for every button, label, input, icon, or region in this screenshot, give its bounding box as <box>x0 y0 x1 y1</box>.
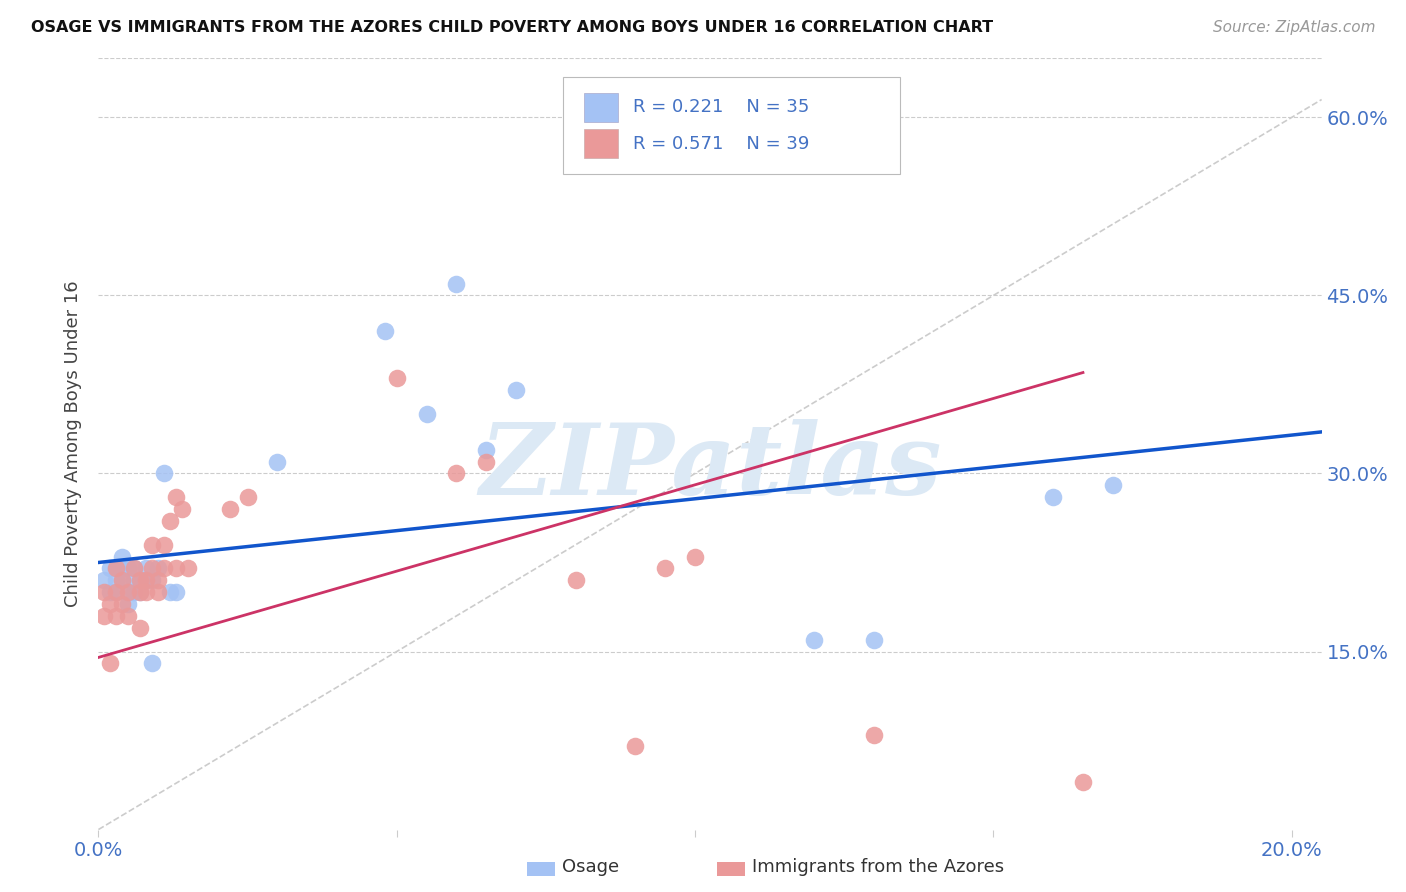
Point <box>105 561 128 575</box>
Point <box>505 384 527 398</box>
Point <box>863 728 886 742</box>
Point <box>117 597 139 611</box>
Point <box>1071 775 1094 789</box>
Point <box>93 574 115 588</box>
Point <box>153 467 176 481</box>
Point <box>111 574 134 588</box>
Point <box>218 502 240 516</box>
Point <box>415 407 437 421</box>
Bar <box>583 93 619 122</box>
Point <box>129 574 152 588</box>
Point <box>111 561 134 575</box>
Point <box>146 585 169 599</box>
Point <box>159 585 181 599</box>
Point <box>446 277 468 291</box>
Point <box>1101 478 1123 492</box>
Point <box>141 574 163 588</box>
Point <box>135 574 157 588</box>
Point <box>565 574 588 588</box>
Point <box>98 657 121 671</box>
Point <box>129 585 152 599</box>
Point <box>141 538 163 552</box>
Point <box>111 549 134 564</box>
Y-axis label: Child Poverty Among Boys Under 16: Child Poverty Among Boys Under 16 <box>65 280 83 607</box>
Point <box>129 585 152 599</box>
Text: Osage: Osage <box>562 858 620 876</box>
Point <box>98 597 121 611</box>
Point <box>863 632 886 647</box>
Point <box>117 608 139 623</box>
Text: ZIPatlas: ZIPatlas <box>479 418 941 516</box>
Point <box>122 585 145 599</box>
Point <box>117 585 139 599</box>
Point <box>98 561 121 575</box>
Point <box>135 561 157 575</box>
Point <box>446 467 468 481</box>
FancyBboxPatch shape <box>564 78 900 174</box>
Text: R = 0.571    N = 39: R = 0.571 N = 39 <box>633 135 810 153</box>
Text: Source: ZipAtlas.com: Source: ZipAtlas.com <box>1212 20 1375 35</box>
Point <box>1042 490 1064 504</box>
Point <box>105 561 128 575</box>
Point <box>170 502 193 516</box>
Point <box>624 739 647 754</box>
Point <box>129 574 152 588</box>
Point <box>122 574 145 588</box>
Point <box>98 585 121 599</box>
Point <box>165 561 187 575</box>
Point <box>146 574 169 588</box>
Point <box>105 608 128 623</box>
Point <box>266 454 288 468</box>
Point <box>475 442 498 457</box>
Text: R = 0.221    N = 35: R = 0.221 N = 35 <box>633 98 810 116</box>
Point <box>135 574 157 588</box>
Point <box>122 561 145 575</box>
Point <box>153 538 176 552</box>
Point <box>105 574 128 588</box>
Point <box>385 371 408 385</box>
Point <box>117 585 139 599</box>
Point <box>654 561 676 575</box>
Bar <box>583 129 619 158</box>
Point <box>111 574 134 588</box>
Point <box>153 561 176 575</box>
Point <box>236 490 259 504</box>
Point <box>159 514 181 528</box>
Point <box>146 561 169 575</box>
Point <box>122 561 145 575</box>
Point <box>165 585 187 599</box>
Point <box>93 585 115 599</box>
Text: OSAGE VS IMMIGRANTS FROM THE AZORES CHILD POVERTY AMONG BOYS UNDER 16 CORRELATIO: OSAGE VS IMMIGRANTS FROM THE AZORES CHIL… <box>31 20 993 35</box>
Point <box>117 561 139 575</box>
Point <box>475 454 498 468</box>
Point <box>111 597 134 611</box>
Point <box>374 324 396 338</box>
Point <box>177 561 200 575</box>
Point <box>141 561 163 575</box>
Point <box>129 621 152 635</box>
Text: Immigrants from the Azores: Immigrants from the Azores <box>752 858 1004 876</box>
Point <box>105 585 128 599</box>
Point <box>93 608 115 623</box>
Point <box>165 490 187 504</box>
Point <box>141 657 163 671</box>
Point <box>803 632 825 647</box>
Point <box>105 585 128 599</box>
Point <box>135 585 157 599</box>
Point <box>683 549 706 564</box>
